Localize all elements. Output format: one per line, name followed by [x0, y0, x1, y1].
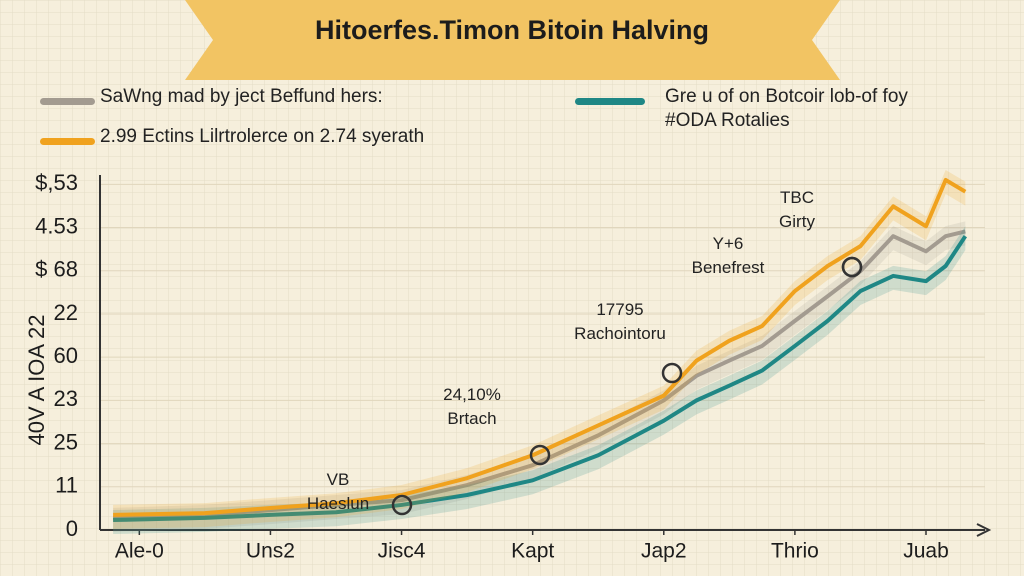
legend-swatch — [40, 138, 95, 145]
y-tick-label: 0 — [66, 516, 78, 541]
annotation: 17795 Rachointoru — [574, 300, 666, 343]
legend-swatch — [575, 98, 645, 105]
series-line — [113, 235, 968, 523]
y-tick-label: $,53 — [35, 170, 78, 195]
x-tick-label: Ale-0 — [115, 540, 164, 563]
y-tick-label: 25 — [54, 429, 78, 454]
x-tick-label: Kapt — [511, 540, 554, 563]
legend-swatch — [40, 98, 95, 105]
annotation: VB Haeslun — [306, 470, 370, 513]
band — [113, 226, 966, 535]
annotation-marker — [841, 256, 863, 278]
series-line — [113, 178, 967, 517]
y-tick-label: 22 — [54, 300, 78, 325]
annotation: TBC Girty — [779, 188, 815, 231]
annotation-marker — [529, 444, 551, 466]
x-tick-label: Uns2 — [246, 540, 295, 563]
annotation-marker — [391, 494, 413, 516]
x-tick-label: Thrio — [771, 540, 819, 563]
y-tick-label: 23 — [54, 386, 78, 411]
x-tick-label: Juab — [903, 540, 949, 563]
x-arrow — [976, 523, 992, 537]
annotation-marker — [661, 362, 683, 384]
legend-entry: Gre u of on Botcoir lob-of foy #ODA Rota… — [665, 86, 908, 131]
y-tick-label: 4.53 — [35, 213, 78, 238]
y-tick-label: 60 — [54, 343, 78, 368]
title-banner — [185, 0, 840, 80]
annotation: 24,10% Brtach — [443, 385, 501, 428]
x-tick-label: Jap2 — [641, 540, 687, 563]
x-tick-label: Jisc4 — [378, 540, 426, 563]
y-tick-label: $ 68 — [35, 257, 78, 282]
legend-entry: SaWng mad by ject Beffund hers: — [100, 86, 383, 107]
y-axis-label: 40V A IOA 22 — [24, 315, 49, 446]
legend-entry: 2.99 Ectins Lilrtrolerce on 2.74 syerath — [100, 126, 425, 147]
band — [113, 170, 966, 529]
y-tick-label: 11 — [55, 473, 78, 498]
chart-title: Hitoerfes.Timon Bitoin Halving — [315, 15, 709, 45]
annotation: Y+6 Benefrest — [691, 234, 765, 277]
